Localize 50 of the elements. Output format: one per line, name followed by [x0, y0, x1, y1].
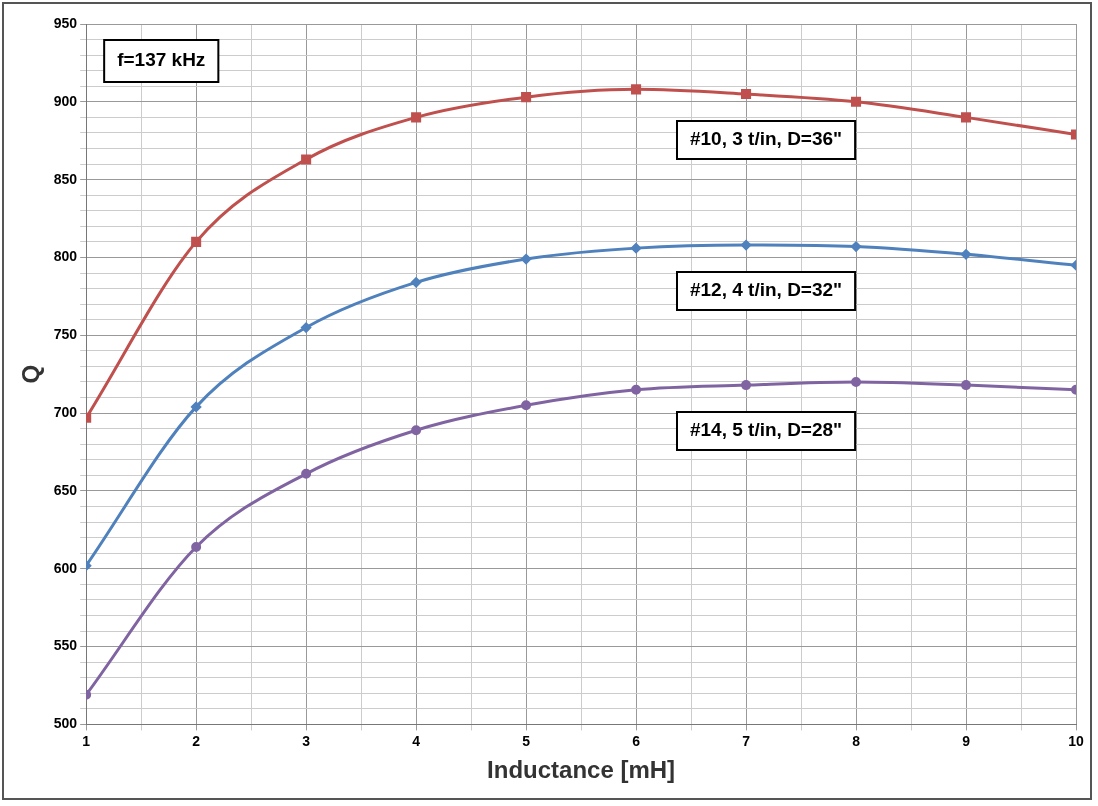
y-tick-label: 950 [53, 14, 78, 31]
point [960, 112, 972, 123]
annotation: f=137 kHz [117, 49, 206, 71]
x-tick-label: 3 [302, 732, 311, 749]
point [631, 243, 642, 254]
y-tick-label: 650 [53, 481, 78, 498]
point [411, 112, 422, 123]
x-tick-label: 10 [1068, 732, 1084, 749]
x-tick-label: 2 [192, 732, 201, 749]
point [301, 468, 312, 479]
point [521, 254, 532, 265]
y-tick-label: 600 [53, 559, 78, 576]
point [741, 89, 752, 100]
y-tick-label: 800 [53, 248, 78, 265]
point [851, 241, 862, 252]
point [851, 96, 862, 107]
x-tick-label: 5 [522, 732, 531, 749]
y-tick-label: 550 [53, 637, 78, 654]
y-tick-label: 700 [53, 403, 78, 420]
point [521, 400, 532, 411]
point [411, 425, 422, 436]
point [301, 154, 312, 165]
y-tick-label: 900 [53, 92, 78, 109]
y-tick-label: 850 [53, 170, 78, 187]
series-label: #12, 4 t/in, D=32" [689, 279, 843, 301]
point [191, 541, 202, 552]
point [851, 376, 862, 387]
point [411, 277, 422, 288]
point [961, 249, 972, 260]
x-tick-label: 6 [632, 732, 641, 749]
x-tick-label: 4 [412, 732, 421, 749]
x-tick-label: 1 [82, 732, 91, 749]
point [961, 380, 972, 391]
x-axis-title: Inductance [mH] [487, 756, 676, 784]
point [301, 322, 312, 333]
series-label: #14, 5 t/in, D=28" [689, 419, 843, 441]
point [631, 84, 642, 95]
point [191, 236, 202, 247]
series-label: #10, 3 t/in, D=36" [689, 128, 843, 150]
point [631, 384, 642, 395]
y-axis-title: Q [17, 364, 45, 384]
point [741, 240, 752, 251]
x-tick-label: 9 [962, 732, 971, 749]
point [741, 380, 752, 391]
x-tick-label: 7 [742, 732, 751, 749]
point [191, 401, 202, 412]
y-tick-label: 750 [53, 326, 78, 343]
point [521, 92, 532, 103]
y-tick-label: 500 [53, 715, 78, 732]
x-tick-label: 8 [852, 732, 861, 749]
